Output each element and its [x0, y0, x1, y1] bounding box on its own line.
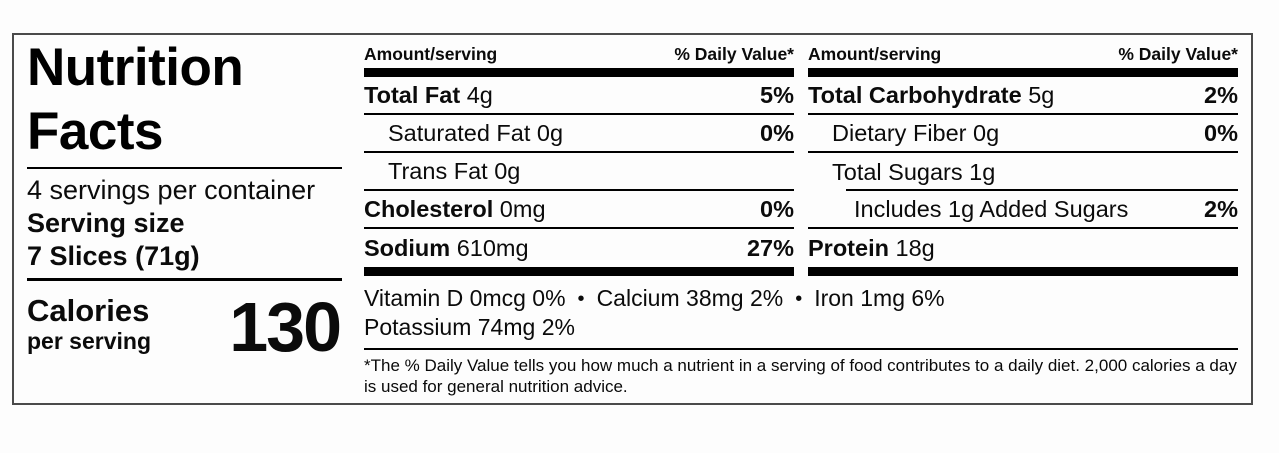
nutrient-name: Sodium 610mg — [364, 235, 529, 262]
nutrient-name: Saturated Fat 0g — [388, 120, 563, 147]
bullet-separator: • — [577, 288, 585, 310]
nutrient-daily-value: 0% — [760, 119, 794, 146]
micronutrient-item: Iron 1mg 6% — [814, 285, 945, 311]
nutrient-amount: 5g — [1021, 81, 1055, 108]
nutrient-row: Trans Fat 0g — [364, 153, 794, 191]
nutrient-row: Protein 18g — [808, 229, 1238, 267]
nutrient-amount: 4g — [460, 81, 493, 108]
serving-divider — [27, 278, 342, 281]
micronutrient-item: Vitamin D 0mcg 0% — [364, 285, 566, 311]
nutrient-daily-value: 0% — [1204, 119, 1238, 146]
nutrient-name: Total Carbohydrate 5g — [808, 82, 1054, 109]
nutrient-amount: 0g — [487, 157, 521, 184]
nutrient-amount: 0mg — [493, 195, 546, 222]
calories-sublabel: per serving — [27, 328, 151, 354]
nutrient-amount: 18g — [888, 234, 935, 261]
nutrition-facts-label: Nutrition Facts 4 servings per container… — [12, 33, 1253, 405]
nutrient-name-text: Dietary Fiber — [832, 119, 967, 146]
nutrient-row: Sodium 610mg 27% — [364, 229, 794, 267]
nutrient-name-text: Trans Fat — [388, 157, 488, 184]
amount-serving-header: Amount/serving — [364, 44, 498, 64]
label-left-panel: Nutrition Facts 4 servings per container… — [14, 35, 352, 403]
nutrient-row: Includes 1g Added Sugars 2% — [808, 191, 1238, 229]
nutrient-columns: Amount/serving % Daily Value* Total Fat 4g… — [364, 35, 1238, 276]
nutrient-name-text: Protein — [808, 234, 889, 261]
nutrient-daily-value: 2% — [1204, 195, 1238, 222]
nutrient-name-text: Total Sugars — [832, 158, 963, 185]
nutrient-daily-value: 0% — [760, 195, 794, 222]
header-thick-bar — [808, 68, 1238, 77]
nutrient-daily-value: 27% — [746, 234, 794, 261]
calories-value: 130 — [229, 288, 342, 366]
nutrient-column-1: Amount/serving % Daily Value* Total Fat 4g… — [364, 35, 794, 276]
calories-labels: Calories per serving — [27, 294, 151, 355]
nutrient-row: Total Fat 4g 5% — [364, 77, 794, 115]
column-header: Amount/serving % Daily Value* — [808, 35, 1238, 67]
bullet-separator: • — [795, 288, 803, 310]
amount-serving-header: Amount/serving — [808, 44, 942, 64]
nutrient-row: Cholesterol 0mg 0% — [364, 191, 794, 229]
title-divider — [27, 167, 342, 169]
nutrient-row: Total Sugars 1g — [808, 153, 1238, 191]
servings-per-container: 4 servings per container — [27, 175, 316, 205]
daily-value-header: % Daily Value* — [1118, 44, 1238, 64]
nutrient-daily-value: 5% — [760, 81, 794, 108]
nutrient-column-2: Amount/serving % Daily Value* Total Carboh… — [808, 35, 1238, 276]
bottom-thick-bar — [808, 267, 1238, 276]
title-line-2: Facts — [27, 102, 163, 161]
title-line-1: Nutrition — [27, 38, 244, 97]
header-thick-bar — [364, 68, 794, 77]
serving-info: 4 servings per container Serving size 7 … — [27, 174, 342, 273]
calories-label: Calories — [27, 293, 150, 328]
micronutrient-item: Potassium 74mg 2% — [364, 314, 575, 340]
nutrient-row: Saturated Fat 0g 0% — [364, 115, 794, 153]
nutrient-amount: 0g — [966, 119, 1000, 146]
nutrient-name: Trans Fat 0g — [388, 158, 520, 185]
nutrient-amount: 0g — [530, 119, 564, 146]
micronutrient-item: Calcium 38mg 2% — [596, 285, 784, 311]
nutrient-name: Dietary Fiber 0g — [832, 120, 999, 147]
serving-size-label: Serving size — [27, 208, 185, 238]
nutrient-row: Dietary Fiber 0g 0% — [808, 115, 1238, 153]
nutrient-name: Includes 1g Added Sugars — [854, 196, 1128, 223]
micronutrients-line-1: Vitamin D 0mcg 0% • Calcium 38mg 2% • Iron 1… — [364, 284, 1238, 313]
nutrient-name-text: Saturated Fat — [388, 119, 531, 146]
nutrient-name-text: Includes 1g Added Sugars — [854, 195, 1129, 222]
bottom-thick-bar — [364, 267, 794, 276]
label-main-area: Amount/serving % Daily Value* Total Fat 4g… — [352, 35, 1251, 403]
micronutrients-line-2: Potassium 74mg 2% — [364, 313, 1238, 341]
micronutrients-section: Vitamin D 0mcg 0% • Calcium 38mg 2% • Iron 1… — [364, 284, 1238, 341]
nutrient-name-text: Sodium — [364, 234, 451, 261]
nutrient-name-text: Total Carbohydrate — [808, 81, 1022, 108]
nutrient-name: Total Fat 4g — [364, 82, 493, 109]
footnote-text: *The % Daily Value tells you how much a … — [364, 356, 1237, 396]
nutrient-name: Protein 18g — [808, 235, 935, 262]
footnote-divider — [364, 348, 1238, 350]
nutrient-amount: 1g — [962, 158, 996, 185]
nutrient-daily-value: 2% — [1204, 81, 1238, 108]
nutrient-name-text: Total Fat — [364, 81, 461, 108]
daily-value-header: % Daily Value* — [674, 44, 794, 64]
nutrient-name: Cholesterol 0mg — [364, 196, 546, 223]
nutrient-name: Total Sugars 1g — [832, 159, 995, 186]
nutrient-row: Total Carbohydrate 5g 2% — [808, 77, 1238, 115]
label-title: Nutrition Facts — [27, 36, 342, 164]
serving-size-value: 7 Slices (71g) — [27, 241, 200, 271]
nutrient-name-text: Cholesterol — [364, 195, 494, 222]
column-header: Amount/serving % Daily Value* — [364, 35, 794, 67]
calories-row: Calories per serving 130 — [27, 288, 342, 366]
nutrient-amount: 610mg — [450, 234, 529, 261]
